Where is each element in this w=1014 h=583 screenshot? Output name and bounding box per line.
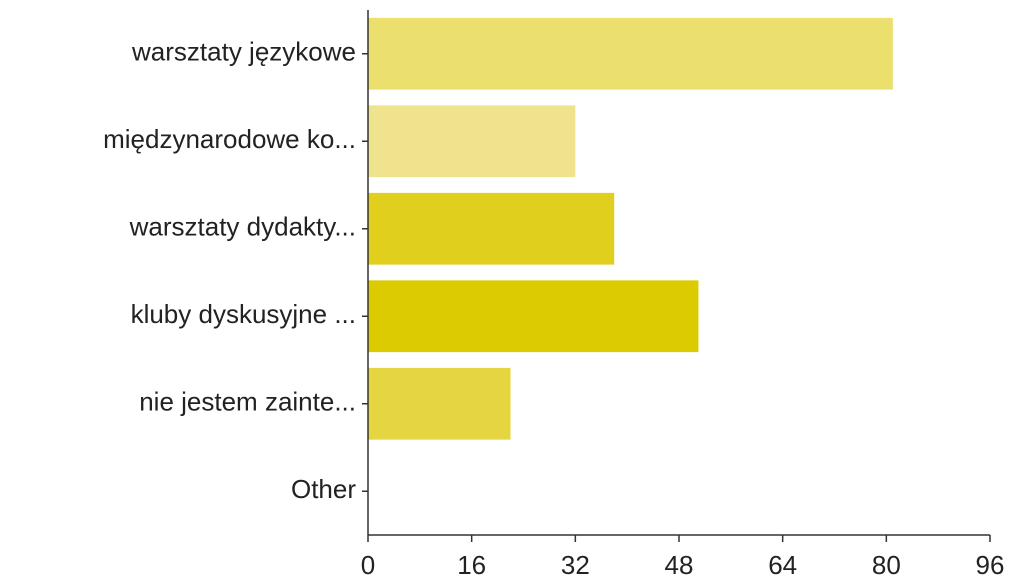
y-tick-label: warsztaty dydakty... [129,212,356,242]
x-tick-label: 96 [976,550,1005,580]
y-tick-label: Other [291,474,356,504]
x-tick-label: 64 [768,550,797,580]
x-tick-label: 16 [457,550,486,580]
x-tick-label: 32 [561,550,590,580]
y-tick-label: warsztaty językowe [131,37,356,67]
bar [368,17,893,90]
x-tick-label: 48 [665,550,694,580]
y-tick-label: międzynarodowe ko... [103,124,356,154]
bar [368,105,576,178]
bar [368,192,615,265]
x-tick-label: 0 [361,550,375,580]
bar [368,367,511,440]
y-tick-label: kluby dyskusyjne ... [131,299,356,329]
y-tick-label: nie jestem zainte... [139,387,356,417]
bar [368,280,699,353]
x-tick-label: 80 [872,550,901,580]
